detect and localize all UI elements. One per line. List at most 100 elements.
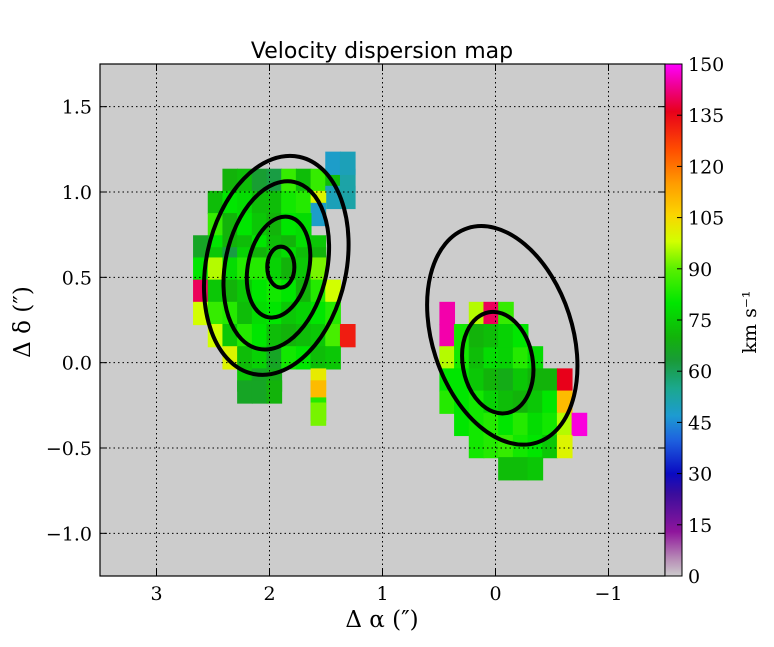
colorbar-tick-label: 75: [688, 310, 712, 332]
heatmap-cell: [325, 324, 341, 348]
heatmap-cell: [498, 457, 514, 481]
colorbar-ticks: 0 15 30 45 60 75 90 105 120 135 150: [677, 54, 724, 588]
heatmap-cell: [251, 279, 268, 303]
heatmap-cell: [498, 390, 514, 414]
heatmap-cell: [251, 346, 268, 370]
colorbar-tick-label: 120: [688, 156, 724, 178]
heatmap-cell: [512, 368, 529, 392]
heatmap-cell: [310, 324, 327, 348]
heatmap-cell: [556, 368, 573, 392]
heatmap-cell: [527, 434, 544, 459]
colorbar-tick-label: 30: [688, 464, 712, 486]
x-tick-label: 2: [263, 583, 275, 605]
x-tick-label: 3: [150, 583, 162, 605]
x-tick-label: −1: [594, 583, 622, 605]
colorbar-tick-label: 105: [688, 208, 724, 230]
heatmap-cell: [193, 279, 209, 303]
heatmap-cell: [266, 380, 283, 404]
heatmap-cell: [251, 257, 268, 281]
heatmap-cell: [325, 279, 341, 303]
heatmap-cell: [266, 257, 283, 281]
colorbar-label: km s⁻¹: [739, 291, 761, 354]
heatmap-cell: [498, 324, 514, 348]
heatmap-cell: [281, 190, 297, 215]
heatmap-cell: [325, 151, 341, 175]
chart-title: Velocity dispersion map: [251, 39, 513, 64]
heatmap-cell: [498, 368, 514, 392]
heatmap-cell: [468, 324, 485, 348]
y-tick-label: −1.0: [46, 523, 92, 545]
x-axis-label: Δ α (″): [345, 607, 418, 633]
heatmap-cell: [266, 324, 283, 348]
heatmap-cell: [512, 412, 529, 437]
y-tick-label: −0.5: [46, 438, 92, 460]
heatmap-cell: [468, 368, 485, 392]
heatmap-cell: [571, 412, 588, 437]
heatmap-cell: [468, 434, 485, 459]
heatmap-cell: [207, 279, 224, 303]
contour-line: [265, 244, 297, 290]
heatmap-cells: [193, 151, 588, 481]
contour-line: [425, 224, 580, 447]
contour-line: [221, 179, 332, 352]
heatmap-cell: [310, 257, 327, 281]
heatmap-cell: [556, 412, 573, 437]
heatmap-cell: [207, 301, 224, 326]
heatmap-cell: [454, 390, 470, 414]
heatmap-cell: [222, 279, 239, 303]
heatmap-cell: [266, 190, 283, 215]
colorbar-tick-label: 90: [688, 259, 712, 281]
heatmap-cell: [310, 346, 327, 370]
heatmap-cell: [512, 346, 529, 370]
y-tick-label: 1.5: [62, 97, 92, 119]
heatmap-cell: [207, 190, 224, 215]
heatmap-cell: [512, 324, 529, 348]
heatmap-cell: [251, 168, 268, 193]
heatmap-cell: [542, 368, 558, 392]
heatmap-cell: [237, 380, 253, 404]
heatmap-cell: [498, 346, 514, 370]
heatmap-cell: [237, 301, 253, 326]
heatmap-cell: [483, 368, 500, 392]
heatmap-cell: [237, 324, 253, 348]
heatmap-cell: [325, 346, 341, 370]
y-tick-label: 0.5: [62, 267, 92, 289]
heatmap-cell: [222, 324, 239, 348]
contour-line: [244, 214, 313, 320]
heatmap-cell: [295, 190, 312, 215]
y-tick-label: 0.0: [62, 353, 92, 375]
heatmap-cell: [439, 324, 456, 348]
contour-line: [460, 309, 536, 416]
y-tick-label: 1.0: [62, 182, 92, 204]
heatmap-cell: [527, 412, 544, 437]
colorbar-tick-label: 45: [688, 412, 712, 434]
heatmap-cell: [222, 168, 239, 193]
heatmap-cell: [237, 190, 253, 215]
heatmap-cell: [439, 346, 456, 370]
heatmap-cell: [483, 346, 500, 370]
heatmap-cell: [339, 151, 356, 175]
heatmap-cell: [207, 257, 224, 281]
heatmap-cell: [310, 168, 327, 193]
colorbar-tick-label: 15: [688, 515, 712, 537]
x-tick-label: 0: [489, 583, 501, 605]
heatmap-cell: [512, 457, 529, 481]
heatmap-cell: [251, 324, 268, 348]
heatmap-cell: [266, 301, 283, 326]
heatmap-cell: [527, 457, 544, 481]
heatmap-cell: [542, 390, 558, 414]
colorbar-tick-label: 150: [688, 54, 724, 76]
heatmap-cell: [237, 346, 253, 370]
contour-line: [201, 153, 351, 377]
heatmap-cell: [339, 324, 356, 348]
colorbar-tick-label: 0: [688, 566, 700, 588]
colorbar-tick-label: 135: [688, 105, 724, 127]
axis-ticks: 3 2 1 0 −1 1.5 1.0 0.5 0.0 −0.5 −1.0: [46, 64, 665, 605]
heatmap-cell: [556, 434, 573, 459]
heatmap-cell: [527, 390, 544, 414]
colorbar-tick-label: 60: [688, 361, 712, 383]
heatmap-cell: [468, 346, 485, 370]
heatmap-cell: [439, 301, 456, 326]
heatmap-cell: [251, 380, 268, 404]
heatmap-cell: [193, 235, 209, 259]
